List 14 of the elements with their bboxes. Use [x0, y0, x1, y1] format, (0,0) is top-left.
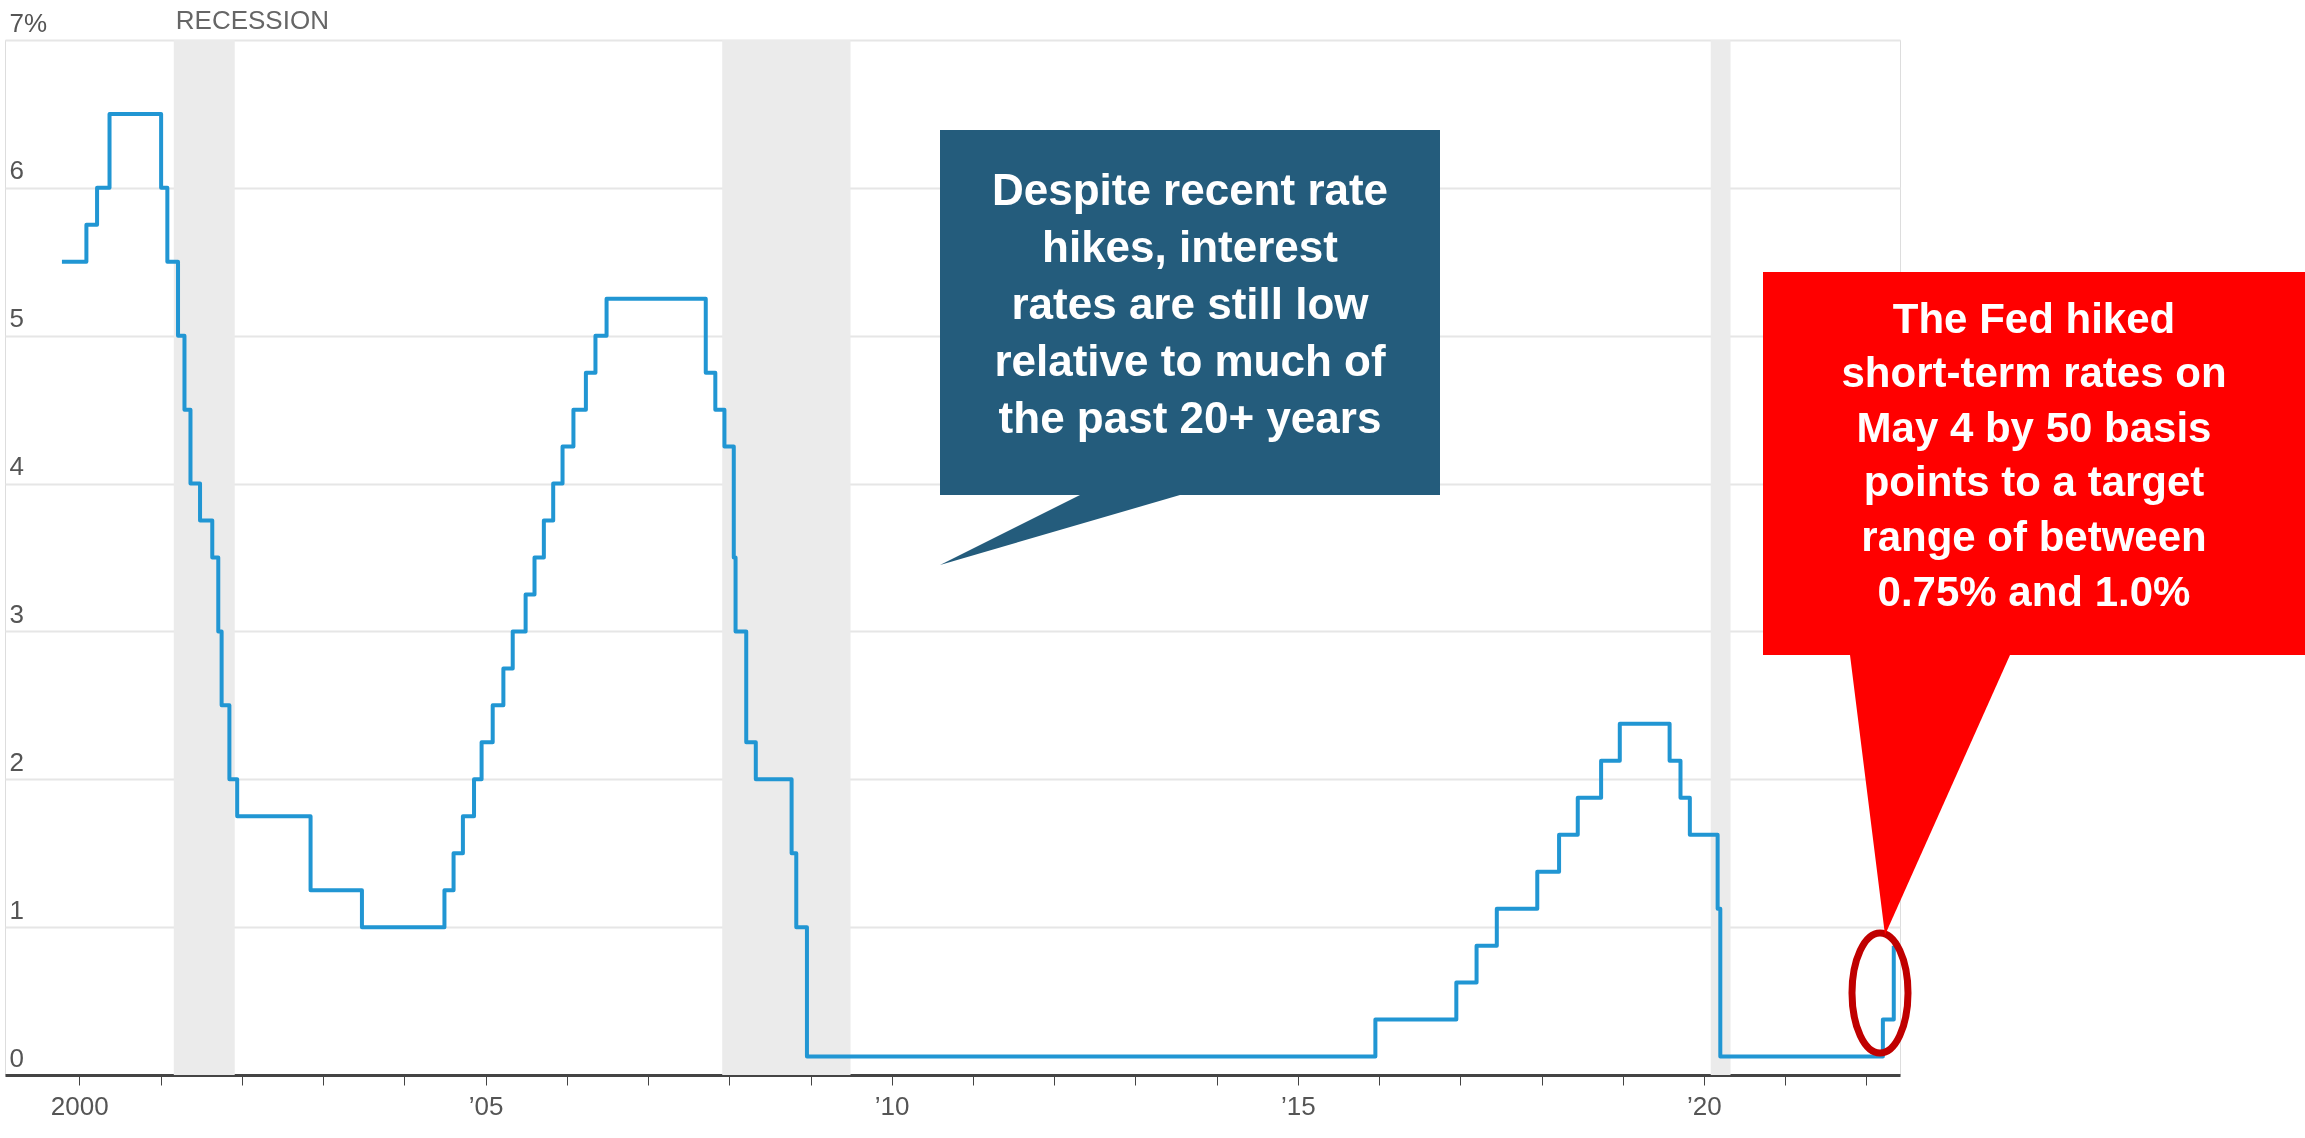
x-tick-label: ’05 [468, 1090, 504, 1121]
y-tick-label: 1 [9, 894, 24, 925]
x-tick-label: ’10 [874, 1090, 910, 1121]
y-tick-label: 2 [9, 746, 24, 777]
x-tick-label: 2000 [50, 1090, 109, 1121]
y-tick-label: 7% [9, 7, 48, 38]
x-tick-label: ’20 [1687, 1090, 1722, 1121]
x-tick-label: ’15 [1280, 1090, 1316, 1121]
band-label: RECESSION [175, 5, 329, 35]
y-tick-label: 5 [9, 303, 24, 334]
y-tick-label: 3 [9, 598, 24, 629]
y-tick-label: 4 [9, 451, 24, 482]
y-tick-label: 0 [9, 1042, 24, 1073]
y-tick-label: 6 [9, 155, 24, 186]
